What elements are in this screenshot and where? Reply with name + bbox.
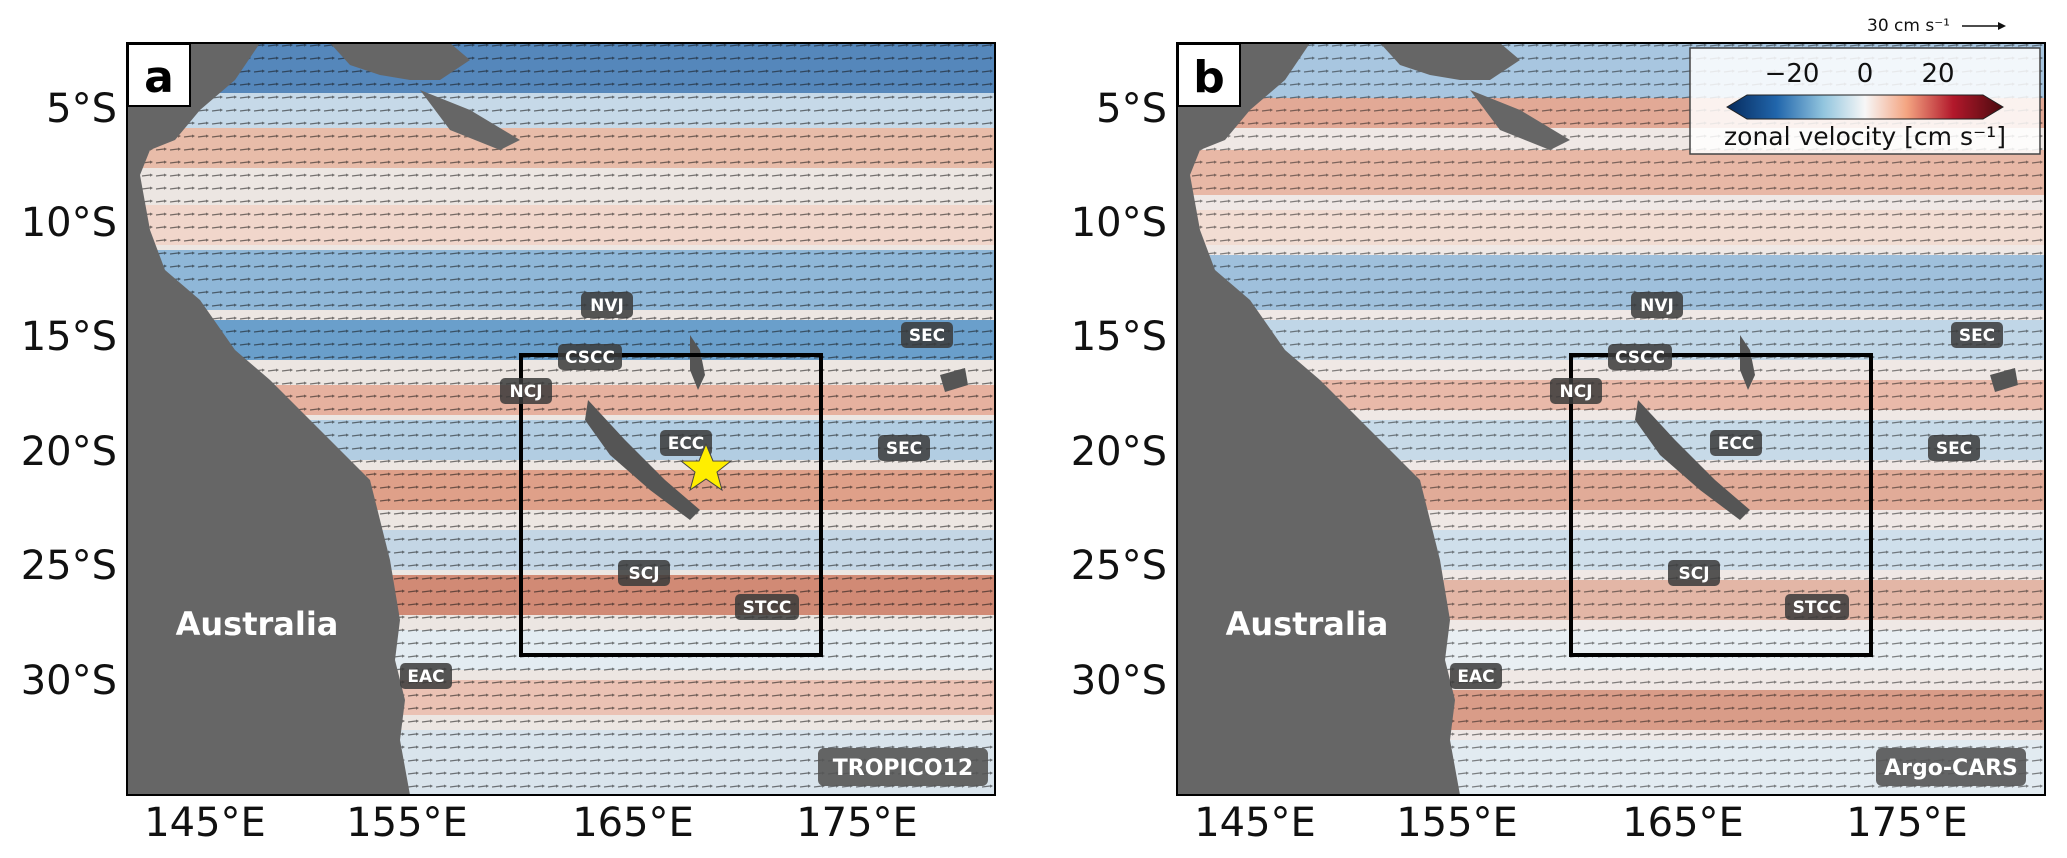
y-tick-a-1: 10°S	[21, 200, 117, 246]
study-box-b	[1569, 353, 1873, 657]
svg-text:EAC: EAC	[1457, 667, 1494, 687]
x-tick-a-2: 165°E	[572, 800, 694, 846]
y-tick-a-3: 20°S	[21, 429, 117, 475]
region-label-sec-a: SEC	[901, 322, 953, 348]
svg-text:ECC: ECC	[1718, 434, 1755, 454]
y-tick-b-1: 10°S	[1071, 200, 1167, 246]
svg-text:NCJ: NCJ	[509, 382, 542, 402]
new-caledonia-a	[585, 400, 700, 520]
svg-text:SCJ: SCJ	[1678, 564, 1709, 584]
panel-letter-box-b	[1177, 43, 1241, 107]
region-label-ncj-a: NCJ	[500, 378, 552, 404]
colorbar-legend: −20 0 20 zonal velocity [cm s⁻¹]	[1689, 47, 2041, 155]
region-label-stcc-a: STCC	[735, 594, 799, 620]
model-label-b: Argo-CARS	[1884, 756, 2018, 781]
svg-text:NVJ: NVJ	[590, 296, 624, 316]
region-label-ecc-a: ECC	[660, 430, 712, 456]
land-australia	[127, 43, 410, 795]
region-labels-b: NVJ SEC CSCC NCJ ECC SEC SCJ STCC EAC	[1450, 292, 2003, 689]
region-label-ecc-b: ECC	[1710, 430, 1762, 456]
new-caledonia-b	[1635, 400, 1750, 520]
svg-text:STCC: STCC	[1793, 598, 1842, 618]
region-label-ncj-b: NCJ	[1550, 378, 1602, 404]
region-label-cscc-b: CSCC	[1608, 344, 1672, 370]
svg-text:CSCC: CSCC	[565, 348, 615, 368]
panel-letter-a: a	[144, 52, 174, 103]
colorbar-tick-0: −20	[1765, 59, 1820, 89]
y-tick-b-0: 5°S	[1096, 86, 1167, 132]
x-axis-ticks-a: 145°E 155°E 165°E 175°E	[144, 800, 918, 846]
region-label-nvj-a: NVJ	[581, 292, 633, 318]
land-australia-b	[1177, 43, 1460, 795]
y-tick-b-3: 20°S	[1071, 429, 1167, 475]
x-tick-b-2: 165°E	[1622, 800, 1744, 846]
panel-letter-b: b	[1193, 52, 1225, 103]
svg-text:SCJ: SCJ	[628, 564, 659, 584]
y-tick-a-2: 15°S	[21, 314, 117, 360]
site-star-icon	[679, 442, 733, 492]
x-tick-a-3: 175°E	[796, 800, 918, 846]
region-label-sec-a: SEC	[878, 435, 930, 461]
model-label-a: TROPICO12	[833, 756, 973, 781]
panel-b: b NVJ SEC CSCC NCJ ECC SEC SCJ STCC EAC Australi…	[1071, 16, 2046, 846]
y-tick-a-5: 30°S	[21, 658, 117, 704]
svg-text:CSCC: CSCC	[1615, 348, 1665, 368]
x-tick-a-1: 155°E	[346, 800, 468, 846]
colorbar	[1726, 94, 2004, 120]
reference-vector-label: 30 cm s⁻¹	[1867, 16, 1950, 36]
svg-text:NVJ: NVJ	[1640, 296, 1674, 316]
y-axis-ticks-b: 5°S 10°S 15°S 20°S 25°S 30°S	[1071, 86, 1167, 704]
map-a	[127, 43, 995, 795]
colorbar-title: zonal velocity [cm s⁻¹]	[1724, 122, 2006, 151]
svg-text:EAC: EAC	[407, 667, 444, 687]
svg-text:SEC: SEC	[1936, 439, 1972, 459]
x-tick-b-1: 155°E	[1396, 800, 1518, 846]
colorbar-tick-2: 20	[1921, 59, 1954, 89]
region-labels-a: NVJ SEC CSCC NCJ ECC SEC SCJ STCC EAC	[400, 292, 953, 689]
map-frame-b	[1176, 42, 2046, 796]
region-label-cscc-a: CSCC	[558, 344, 622, 370]
panel-a: a NVJ SEC CSCC NCJ ECC SEC SCJ STCC EAC Australi…	[21, 42, 996, 846]
panel-letter-box-a	[127, 43, 191, 107]
land-label-b: Australia	[1226, 605, 1389, 643]
svg-text:SEC: SEC	[909, 326, 945, 346]
region-label-eac-b: EAC	[1450, 663, 1502, 689]
y-tick-b-2: 15°S	[1071, 314, 1167, 360]
region-label-nvj-b: NVJ	[1631, 292, 1683, 318]
y-tick-a-0: 5°S	[46, 86, 117, 132]
x-tick-b-0: 145°E	[1194, 800, 1316, 846]
reference-vector: 30 cm s⁻¹	[1867, 16, 2006, 36]
region-label-scj-a: SCJ	[618, 560, 670, 586]
region-label-sec-b: SEC	[1951, 322, 2003, 348]
svg-text:NCJ: NCJ	[1559, 382, 1592, 402]
y-axis-ticks-a: 5°S 10°S 15°S 20°S 25°S 30°S	[21, 86, 117, 704]
y-tick-b-5: 30°S	[1071, 658, 1167, 704]
map-b	[1177, 43, 2045, 795]
region-label-sec-b: SEC	[1928, 435, 1980, 461]
x-tick-a-0: 145°E	[144, 800, 266, 846]
region-label-eac-a: EAC	[400, 663, 452, 689]
svg-text:ECC: ECC	[668, 434, 705, 454]
map-frame-a	[126, 42, 996, 796]
region-label-stcc-b: STCC	[1785, 594, 1849, 620]
colorbar-tick-1: 0	[1857, 59, 1874, 89]
svg-text:SEC: SEC	[1959, 326, 1995, 346]
land-label-a: Australia	[176, 605, 339, 643]
x-axis-ticks-b: 145°E 155°E 165°E 175°E	[1194, 800, 1968, 846]
y-tick-a-4: 25°S	[21, 543, 117, 589]
svg-text:STCC: STCC	[743, 598, 792, 618]
y-tick-b-4: 25°S	[1071, 543, 1167, 589]
x-tick-b-3: 175°E	[1846, 800, 1968, 846]
study-box-a	[519, 353, 823, 657]
region-label-scj-b: SCJ	[1668, 560, 1720, 586]
svg-text:SEC: SEC	[886, 439, 922, 459]
